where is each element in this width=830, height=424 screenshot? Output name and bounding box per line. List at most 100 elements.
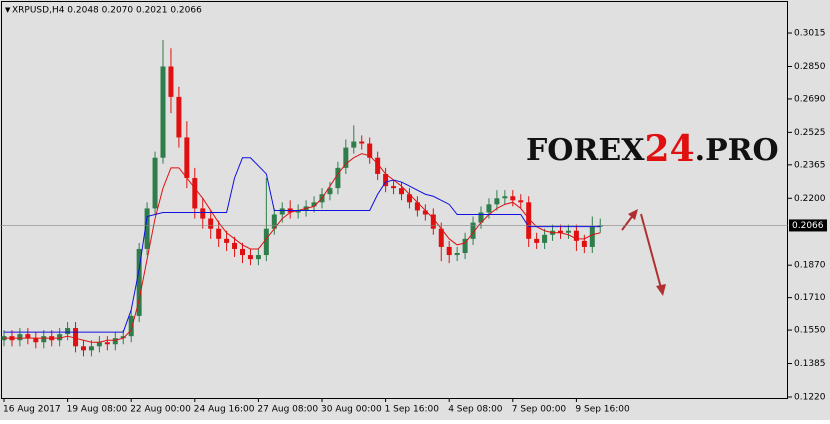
candle-body bbox=[232, 242, 238, 249]
candle-body bbox=[462, 238, 468, 254]
candle-body bbox=[65, 328, 71, 335]
forecast-arrows bbox=[621, 209, 666, 296]
candle-body bbox=[240, 248, 245, 256]
candle-body bbox=[526, 202, 532, 239]
candle-body bbox=[518, 200, 524, 203]
y-tick-label: 0.3015 bbox=[794, 29, 826, 39]
candle-body bbox=[486, 204, 492, 213]
candle-body bbox=[33, 338, 39, 343]
candle-body bbox=[470, 222, 476, 239]
candle-body bbox=[88, 346, 94, 351]
x-tick-label: 27 Aug 08:00 bbox=[257, 405, 318, 415]
candle-body bbox=[192, 178, 198, 209]
candle-body bbox=[25, 334, 31, 339]
candle-body bbox=[430, 214, 436, 229]
y-tick-label: 0.1385 bbox=[794, 359, 826, 369]
candle-body bbox=[168, 66, 174, 97]
candle-body bbox=[279, 208, 285, 215]
candle-body bbox=[17, 334, 23, 341]
candle-body bbox=[399, 188, 404, 195]
x-tick-label: 24 Aug 16:00 bbox=[194, 405, 255, 415]
candle-body bbox=[255, 255, 261, 260]
candle-body bbox=[414, 202, 420, 211]
candle-body bbox=[438, 228, 444, 247]
candle-body bbox=[57, 334, 63, 341]
candle-body bbox=[478, 212, 484, 223]
candle-body bbox=[311, 202, 317, 207]
candle-body bbox=[271, 214, 277, 229]
candle-body bbox=[247, 255, 253, 260]
candle-body bbox=[534, 238, 540, 243]
y-tick-label: 0.2850 bbox=[794, 62, 826, 72]
candle-body bbox=[216, 228, 222, 239]
x-tick-label: 19 Aug 08:00 bbox=[67, 405, 128, 415]
candle-body bbox=[383, 173, 389, 187]
chart-title: XRPUSD,H4 0.2048 0.2070 0.2021 0.2066 bbox=[12, 6, 202, 16]
arrow-head bbox=[656, 284, 666, 296]
candle-body bbox=[335, 167, 341, 189]
candle-body bbox=[597, 225, 603, 227]
x-tick-label: 7 Sep 00:00 bbox=[512, 405, 567, 415]
candle-body bbox=[589, 226, 595, 247]
watermark-part: .PRO bbox=[695, 133, 779, 168]
x-tick-label: 1 Sep 16:00 bbox=[385, 405, 440, 415]
indicator-line bbox=[4, 157, 601, 333]
candle-body bbox=[454, 253, 460, 256]
candle-body bbox=[200, 208, 206, 219]
candle-body bbox=[558, 230, 563, 233]
watermark-part: FOREX bbox=[526, 133, 645, 168]
candle-body bbox=[144, 208, 150, 249]
arrow-down bbox=[640, 213, 662, 289]
arrow-head bbox=[628, 209, 638, 220]
y-tick-label: 0.1550 bbox=[794, 326, 826, 336]
title-marker: ▼ bbox=[5, 6, 11, 14]
candle-body bbox=[295, 210, 301, 213]
candle-body bbox=[120, 336, 126, 339]
candle-body bbox=[263, 228, 269, 256]
candle-body bbox=[41, 336, 47, 343]
candle-body bbox=[81, 346, 86, 351]
candle-body bbox=[565, 230, 571, 233]
candle-body bbox=[367, 143, 373, 158]
indicator-line bbox=[4, 153, 601, 343]
last-price-label: 0.2066 bbox=[792, 221, 824, 231]
plot-frame bbox=[1, 1, 788, 399]
candle-body bbox=[391, 186, 397, 189]
plot bbox=[1, 40, 603, 357]
candle-body bbox=[73, 328, 79, 347]
x-tick-label: 4 Sep 08:00 bbox=[448, 405, 503, 415]
candle-body bbox=[542, 234, 548, 243]
candle-body bbox=[96, 342, 102, 347]
candle-body bbox=[184, 137, 190, 178]
candle-body bbox=[510, 196, 516, 201]
y-tick-label: 0.1870 bbox=[794, 261, 826, 271]
watermark: FOREX24.PRO bbox=[526, 128, 779, 170]
candle-body bbox=[581, 240, 587, 247]
candle-body bbox=[327, 188, 333, 195]
candle-body bbox=[112, 338, 118, 345]
y-tick-label: 0.2525 bbox=[794, 128, 826, 138]
y-tick-label: 0.2690 bbox=[794, 94, 826, 104]
x-tick-label: 16 Aug 2017 bbox=[3, 405, 61, 415]
candle-body bbox=[494, 198, 500, 205]
candle-body bbox=[446, 246, 452, 256]
watermark-part: 24 bbox=[645, 128, 695, 170]
x-tick-label: 9 Sep 16:00 bbox=[575, 405, 630, 415]
candle-body bbox=[406, 194, 412, 203]
last-price-box bbox=[789, 219, 827, 232]
x-tick-label: 30 Aug 00:00 bbox=[321, 405, 382, 415]
candle-body bbox=[160, 66, 166, 158]
candle-body bbox=[359, 141, 365, 144]
candle-body bbox=[502, 196, 508, 199]
x-tick-label: 22 Aug 00:00 bbox=[130, 405, 191, 415]
y-tick-label: 0.1710 bbox=[794, 293, 826, 303]
candle-body bbox=[422, 210, 428, 215]
candle-body bbox=[208, 218, 214, 229]
candle-body bbox=[104, 342, 110, 345]
candle-body bbox=[375, 157, 381, 174]
y-tick-label: 0.2365 bbox=[794, 160, 826, 170]
candle-body bbox=[224, 238, 230, 243]
candle-body bbox=[573, 230, 579, 241]
candle-body bbox=[343, 147, 349, 168]
